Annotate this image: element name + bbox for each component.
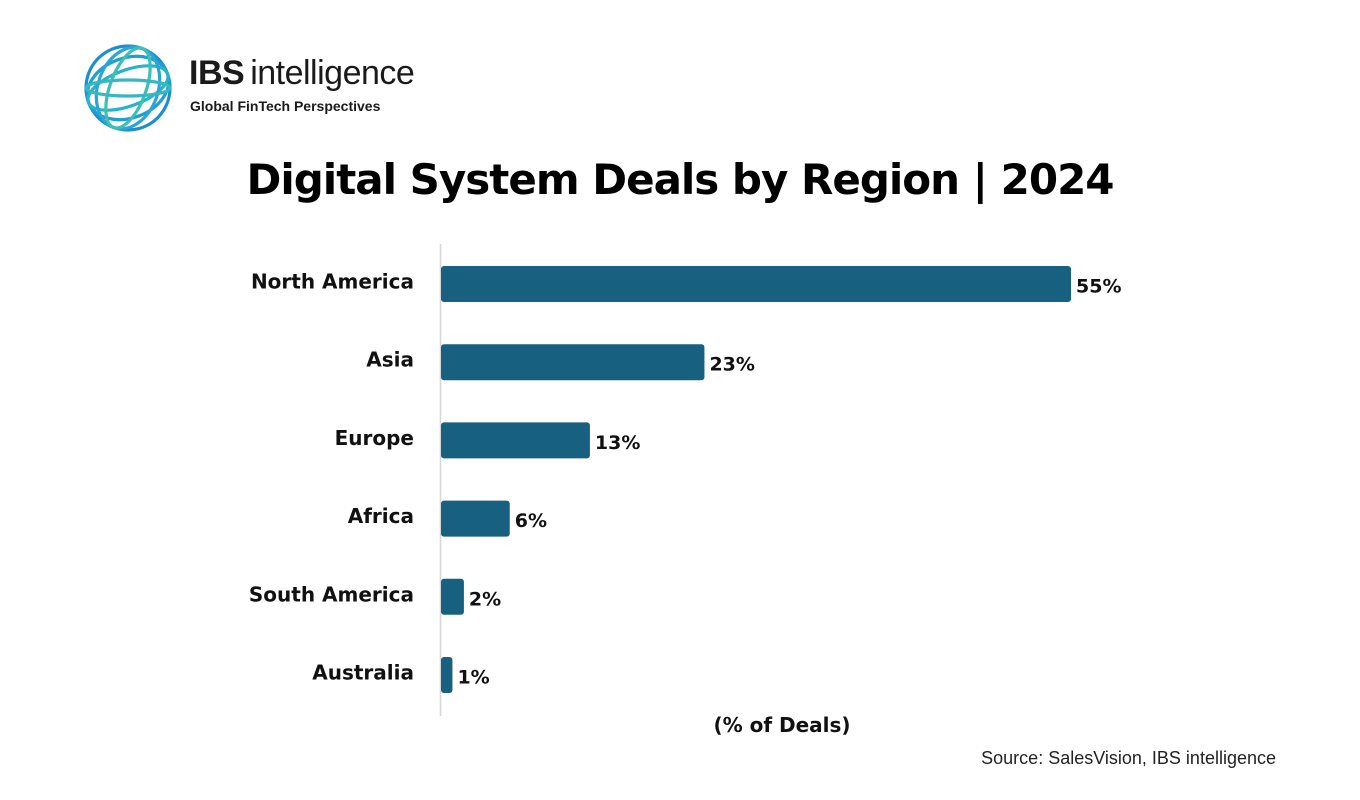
brand-tagline: Global FinTech Perspectives (190, 98, 381, 114)
bar (441, 657, 453, 693)
value-label: 55% (1076, 276, 1121, 298)
globe-rings-icon (84, 44, 172, 132)
brand-bold-text: IBS (189, 54, 245, 92)
brand-light-text: intelligence (250, 54, 415, 92)
bar (441, 578, 464, 615)
brand-name: IBS intelligence (189, 54, 415, 92)
category-label: North America (251, 270, 414, 294)
value-label: 2% (469, 588, 501, 610)
bar (441, 266, 1071, 302)
value-label: 13% (595, 432, 640, 454)
bar (441, 500, 510, 537)
ibs-logo: IBS intelligence Global FinTech Perspecti… (82, 42, 442, 134)
category-label: South America (249, 582, 414, 606)
value-label: 23% (709, 354, 754, 376)
bar (441, 422, 590, 459)
category-label: Africa (348, 504, 414, 528)
value-label: 1% (457, 667, 489, 689)
bar (441, 344, 705, 381)
x-axis-title: (% of Deals) (713, 713, 850, 737)
category-label: Europe (335, 426, 414, 450)
category-label: Australia (312, 661, 414, 685)
value-label: 6% (515, 510, 547, 532)
source-note: Source: SalesVision, IBS intelligence (981, 748, 1276, 768)
category-label: Asia (366, 348, 414, 372)
chart-title: Digital System Deals by Region | 2024 (246, 155, 1114, 204)
